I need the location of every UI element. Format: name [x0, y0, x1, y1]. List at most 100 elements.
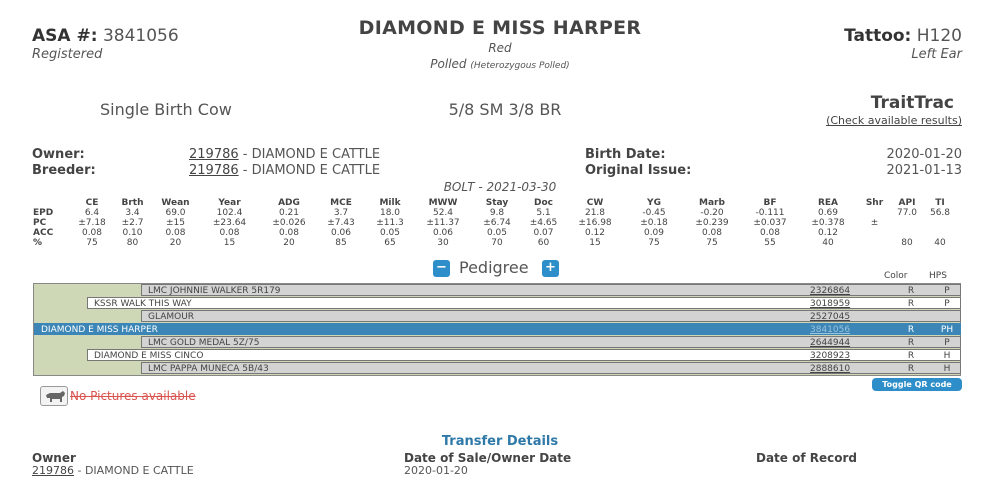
no-pictures-link[interactable]: No Pictures available — [70, 389, 196, 403]
epd-cell: 56.8 — [929, 208, 951, 218]
collapse-pedigree-button[interactable]: − — [433, 260, 450, 277]
pedigree-color: R — [907, 351, 915, 361]
epd-cell: 0.05 — [379, 228, 401, 238]
birth-date-label: Birth Date: — [585, 147, 666, 162]
tattoo-label: Tattoo: — [844, 26, 912, 46]
epd-column-header: CW — [586, 197, 604, 208]
cow-icon — [40, 386, 68, 406]
pedigree-row-dam-sire: LMC GOLD MEDAL 5Z/75 2644944 R P — [141, 336, 961, 348]
pedigree-animal-name: KSSR WALK THIS WAY — [94, 299, 192, 309]
epd-cell: ±2.7 — [121, 218, 144, 228]
epd-cell — [892, 228, 922, 238]
epd-cell: ±11.3 — [376, 218, 404, 228]
epd-cell: 20 — [283, 238, 295, 248]
epd-column-header: ADG — [278, 197, 300, 208]
pedigree-animal-name: LMC PAPPA MUNECA 5B/43 — [148, 364, 269, 374]
epd-cell: 40 — [822, 238, 834, 248]
pedigree-registration-link[interactable]: 3841056 — [810, 325, 851, 335]
original-issue-value: 2021-01-13 — [886, 163, 962, 178]
epd-row: % 75 80 20 15 20 85 65 30 70 60 15 75 75 55 40 80 40 — [33, 238, 958, 248]
epd-cell: 3.4 — [125, 208, 140, 218]
transfer-owner-name: - DIAMOND E CATTLE — [77, 464, 194, 477]
transfer-owner-value: 219786 - DIAMOND E CATTLE — [32, 464, 194, 477]
epd-cell: ±15 — [166, 218, 185, 228]
owner-id-link[interactable]: 219786 — [189, 147, 239, 162]
epd-cell: 0.08 — [81, 228, 103, 238]
epd-cell: ±0.18 — [640, 218, 668, 228]
epd-row-label: PC — [33, 218, 47, 228]
epd-cell: 77.0 — [896, 208, 918, 218]
asa-number: ASA #: 3841056 — [32, 26, 179, 46]
pedigree-row-sire: KSSR WALK THIS WAY 3018959 R P — [87, 297, 961, 309]
breeder-name: - DIAMOND E CATTLE — [242, 163, 381, 178]
pedigree-row-dam-dam: LMC PAPPA MUNECA 5B/43 2888610 R H — [141, 362, 961, 374]
polled-status: Polled (Heterozygous Polled) — [300, 57, 700, 71]
epd-column-header: Brth — [121, 197, 144, 208]
epd-cell — [857, 238, 892, 248]
epd-cell — [892, 218, 922, 228]
epd-cell: -0.20 — [700, 208, 724, 218]
expand-pedigree-button[interactable]: + — [542, 260, 559, 277]
pedigree-color: R — [907, 325, 915, 335]
birth-type: Single Birth Cow — [100, 100, 232, 119]
pedigree-animal-name: LMC GOLD MEDAL 5Z/75 — [148, 338, 260, 348]
epd-cell: 21.8 — [584, 208, 606, 218]
pedigree-registration-link[interactable]: 2326864 — [810, 286, 851, 296]
epd-cell: ±0.239 — [695, 218, 729, 228]
epd-cell: 75 — [648, 238, 660, 248]
pedigree-registration-link[interactable]: 2527045 — [810, 312, 851, 322]
epd-column-header: API — [898, 197, 916, 208]
date-of-sale-label: Date of Sale/Owner Date — [404, 451, 572, 465]
pedigree-row-sire-dam: GLAMOUR 2527045 — [141, 310, 961, 322]
epd-cell: ±4.65 — [529, 218, 558, 228]
original-issue-label: Original Issue: — [585, 163, 692, 178]
epd-cell: 65 — [384, 238, 396, 248]
epd-cell: 18.0 — [379, 208, 401, 218]
epd-cell: 0.10 — [122, 228, 143, 238]
pedigree-registration-link[interactable]: 3018959 — [810, 299, 851, 309]
epd-cell: 102.4 — [216, 208, 243, 218]
birth-date-value: 2020-01-20 — [886, 147, 962, 162]
epd-cell: 0.08 — [701, 228, 723, 238]
epd-column-header: MWW — [428, 197, 458, 208]
traittrac-link[interactable]: (Check available results) — [826, 114, 962, 127]
asa-value: 3841056 — [102, 26, 179, 46]
epd-cell: 5.1 — [536, 208, 551, 218]
epd-cell: 15 — [589, 238, 601, 248]
epd-cell: 0.07 — [533, 228, 554, 238]
epd-column-header: Stay — [485, 197, 509, 208]
owner-value: 219786 - DIAMOND E CATTLE — [189, 147, 380, 162]
epd-column-header: CE — [85, 197, 99, 208]
epd-cell: 80 — [126, 238, 139, 248]
pedigree-registration-link[interactable]: 2644944 — [810, 338, 851, 348]
epd-cell: 0.08 — [759, 228, 781, 238]
pedigree-color: R — [907, 286, 915, 296]
epd-column-header: REA — [817, 197, 839, 208]
transfer-owner-id-link[interactable]: 219786 — [32, 464, 74, 477]
epd-body: EPD 6.4 3.4 69.0 102.4 0.21 3.7 18.0 52.4 9.8 5.1 2… — [33, 208, 958, 248]
epd-cell — [857, 228, 892, 238]
epd-row-label: ACC — [33, 228, 54, 238]
pedigree-registration-link[interactable]: 3208923 — [810, 351, 851, 361]
pedigree-hps: P — [944, 286, 950, 296]
epd-cell: ±11.37 — [426, 218, 460, 228]
epd-cell: 0.08 — [278, 228, 300, 238]
epd-cell — [922, 218, 958, 228]
epd-caption: BOLT - 2021-03-30 — [443, 180, 557, 194]
epd-cell: 20 — [169, 238, 182, 248]
date-of-sale-value: 2020-01-20 — [404, 464, 468, 477]
animal-color: Red — [488, 41, 512, 55]
epd-cell: 60 — [537, 238, 550, 248]
pedigree-row-dam: DIAMOND E MISS CINCO 3208923 R H — [87, 349, 961, 361]
epd-cell: -0.45 — [642, 208, 666, 218]
transfer-owner-label: Owner — [32, 451, 76, 465]
pedigree-hps: P — [944, 338, 950, 348]
breeder-id-link[interactable]: 219786 — [189, 163, 239, 178]
pedigree-row-sire-sire: LMC JOHNNIE WALKER 5R179 2326864 R P — [141, 284, 961, 296]
toggle-qr-code-button[interactable]: Toggle QR code — [872, 378, 962, 391]
epd-column-header: Year — [218, 197, 241, 208]
epd-column-header: MCE — [330, 197, 352, 208]
epd-cell: 0.08 — [219, 228, 240, 238]
pedigree-registration-link[interactable]: 2888610 — [810, 364, 851, 374]
breed-composition: 5/8 SM 3/8 BR — [448, 100, 562, 119]
